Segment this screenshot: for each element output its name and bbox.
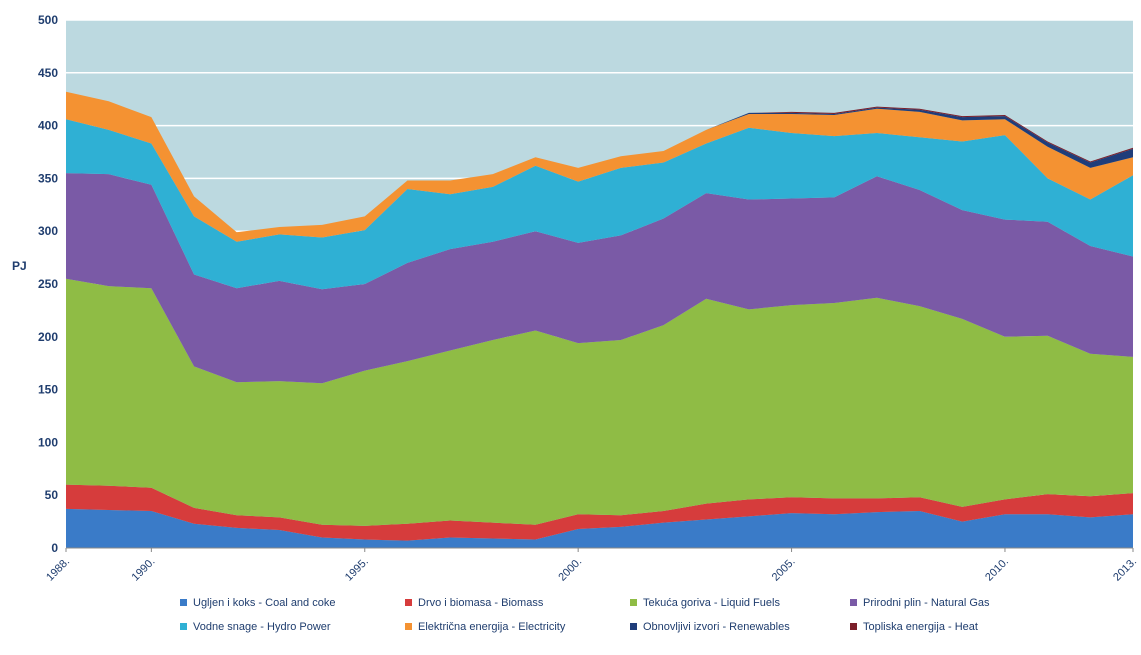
legend-swatch [405,599,412,606]
x-tick-label: 2013. [1111,556,1139,584]
legend-swatch [850,623,857,630]
x-tick-label: 1990. [130,556,158,584]
y-tick-label: 100 [38,435,58,449]
x-tick-label: 2010. [983,556,1011,584]
legend-swatch [405,623,412,630]
legend-swatch [630,599,637,606]
x-tick-label: 1995. [343,556,371,584]
y-tick-label: 150 [38,383,58,397]
y-axis-label: PJ [12,259,27,273]
area [66,119,1133,290]
legend-swatch [850,599,857,606]
area [66,173,1133,384]
legend-swatch [180,599,187,606]
y-tick-label: 350 [38,171,58,185]
y-tick-label: 250 [38,277,58,291]
legend-label: Vodne snage - Hydro Power [193,621,331,633]
x-tick-label: 2005. [770,556,798,584]
legend-label: Topliska energija - Heat [863,621,978,633]
y-tick-label: 450 [38,66,58,80]
legend-label: Tekuća goriva - Liquid Fuels [643,597,780,609]
y-tick-label: 50 [45,488,59,502]
legend-label: Drvo i biomasa - Biomass [418,597,544,609]
y-tick-label: 400 [38,119,58,133]
legend-label: Obnovljivi izvori - Renewables [643,621,790,633]
area [66,91,1133,242]
x-tick-label: 2000. [556,556,584,584]
area [66,278,1133,526]
y-tick-label: 200 [38,330,58,344]
x-tick-label: 1988. [44,556,72,584]
y-tick-label: 500 [38,13,58,27]
area [66,484,1133,541]
area [66,508,1133,548]
legend-swatch [630,623,637,630]
y-tick-label: 0 [51,541,58,555]
legend-label: Prirodni plin - Natural Gas [863,597,990,609]
legend-label: Ugljen i koks - Coal and coke [193,597,335,609]
legend-label: Električna energija - Electricity [418,621,566,633]
y-tick-label: 300 [38,224,58,238]
legend-swatch [180,623,187,630]
